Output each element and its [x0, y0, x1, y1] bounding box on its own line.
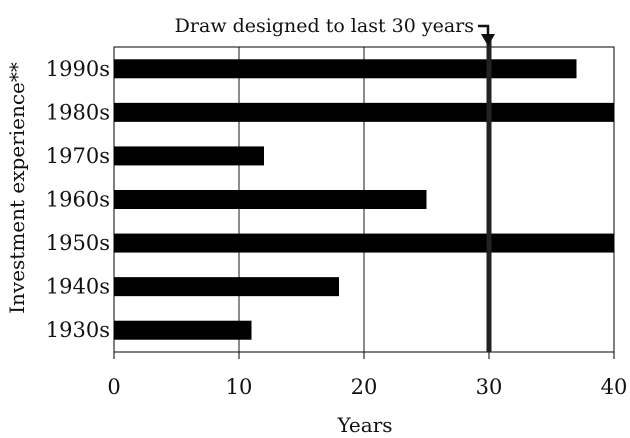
- x-tick-label-30: 30: [476, 375, 503, 399]
- annotation-arrow-connector: [478, 24, 490, 36]
- y-category-label-1950s: 1950s: [46, 231, 110, 255]
- x-tick-label-0: 0: [107, 375, 120, 399]
- x-tick-label-10: 10: [226, 375, 253, 399]
- y-category-labels: 1990s 1980s 1970s 1960s 1950s 1940s 1930s: [46, 57, 110, 342]
- bar-1950s: [114, 233, 614, 253]
- y-category-label-1970s: 1970s: [46, 144, 110, 168]
- annotation-label: Draw designed to last 30 years: [175, 15, 474, 37]
- bar-1960s: [114, 190, 427, 209]
- x-tick-label-20: 20: [351, 375, 378, 399]
- reference-line-group: [478, 24, 495, 352]
- bar-1930s: [114, 320, 252, 340]
- axes-group: [113, 46, 615, 359]
- bar-1980s: [114, 102, 614, 122]
- bar-1970s: [114, 146, 264, 166]
- bar-1940s: [114, 277, 339, 297]
- y-category-label-1960s: 1960s: [46, 188, 110, 212]
- annotation-arrowhead: [481, 34, 495, 46]
- x-tick-labels: 0 10 20 30 40: [107, 375, 627, 399]
- y-category-label-1930s: 1930s: [46, 318, 110, 342]
- bar-1990s: [114, 59, 577, 79]
- y-category-label-1990s: 1990s: [46, 57, 110, 81]
- x-axis-title: Years: [336, 413, 392, 437]
- y-category-label-1980s: 1980s: [46, 100, 110, 124]
- y-axis-title: Investment experience**: [5, 62, 29, 314]
- y-category-label-1940s: 1940s: [46, 275, 110, 299]
- x-tick-label-40: 40: [601, 375, 628, 399]
